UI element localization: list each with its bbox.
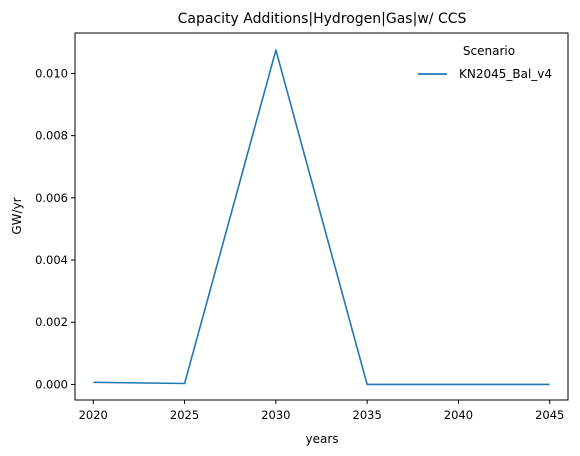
x-tick-label: 2030	[261, 408, 290, 422]
x-axis: 2020 2025 2030 2035 2040 2045	[79, 400, 564, 422]
chart-title: Capacity Additions|Hydrogen|Gas|w/ CCS	[178, 11, 467, 27]
y-tick-label: 0.006	[35, 191, 68, 205]
y-tick-label: 0.000	[35, 377, 68, 391]
x-tick-label: 2035	[353, 408, 382, 422]
y-tick-label: 0.002	[35, 315, 68, 329]
series-line-kn2045-bal-v4	[93, 49, 550, 386]
y-tick-label: 0.004	[35, 253, 68, 267]
x-tick-label: 2040	[444, 408, 473, 422]
y-tick-label: 0.010	[35, 66, 68, 80]
plot-area	[74, 32, 569, 401]
y-axis-label: GW/yr	[10, 197, 24, 234]
x-tick-label: 2020	[79, 408, 108, 422]
x-axis-label: years	[305, 432, 338, 446]
x-tick-label: 2045	[535, 408, 564, 422]
legend-label-kn2045-bal-v4: KN2045_Bal_v4	[459, 67, 552, 81]
legend-title: Scenario	[463, 44, 515, 58]
y-tick-label: 0.008	[35, 129, 68, 143]
x-tick-label: 2025	[170, 408, 199, 422]
legend: Scenario KN2045_Bal_v4	[418, 44, 552, 81]
y-axis: 0.000 0.002 0.004 0.006 0.008 0.010	[35, 66, 75, 391]
series-layer	[93, 49, 550, 386]
